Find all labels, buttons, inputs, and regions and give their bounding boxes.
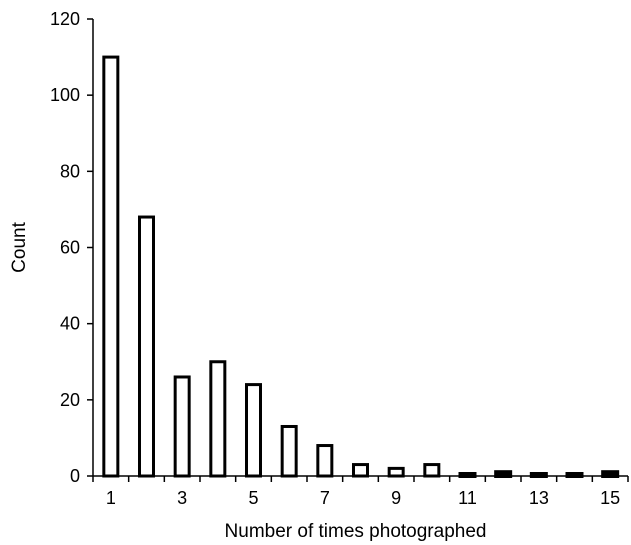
x-tick-label-5: 5	[248, 488, 258, 508]
y-axis-title: Count	[9, 221, 30, 272]
y-tick-label-40: 40	[60, 314, 80, 334]
y-tick-label-80: 80	[60, 161, 80, 181]
bar-10	[423, 463, 441, 478]
x-tick-label-7: 7	[320, 488, 330, 508]
x-tick-label-13: 13	[529, 488, 549, 508]
bar-4	[209, 360, 227, 478]
y-tick-label-60: 60	[60, 238, 80, 258]
y-ticks-group: 0 20 40 60 80 100 120	[50, 9, 93, 486]
bar-9	[387, 466, 405, 478]
x-tick-label-1: 1	[106, 488, 116, 508]
x-tick-label-11: 11	[458, 488, 477, 508]
y-tick-label-20: 20	[60, 390, 80, 410]
bar-8	[352, 463, 369, 478]
bar-5	[245, 383, 262, 478]
x-axis-title: Number of times photographed	[225, 521, 487, 542]
bars-group	[102, 55, 620, 479]
x-tick-label-15: 15	[600, 488, 620, 508]
bar-6	[280, 424, 298, 478]
x-tick-label-9: 9	[391, 488, 401, 508]
y-tick-label-100: 100	[50, 85, 80, 105]
axes-group	[92, 19, 628, 477]
y-tick-label-0: 0	[70, 466, 80, 486]
x-ticks-group: 1 3 5 7 9 11 13 15	[92, 476, 629, 508]
x-tick-label-3: 3	[177, 488, 187, 508]
bar-7	[316, 444, 334, 478]
bar-3	[173, 375, 191, 478]
bar-1	[102, 55, 120, 478]
y-tick-label-120: 120	[50, 9, 80, 29]
bar-2	[138, 215, 155, 478]
